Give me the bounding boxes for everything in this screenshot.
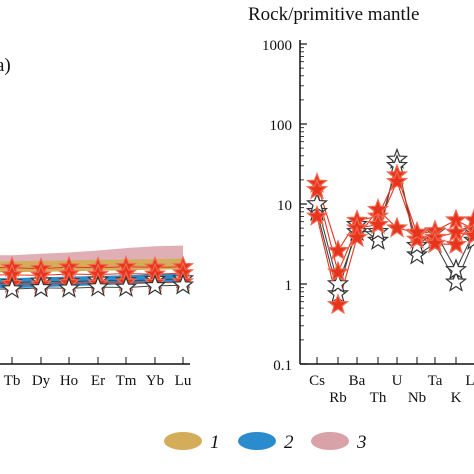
- x-tick-label: Rb: [329, 390, 347, 406]
- data-point: [366, 197, 390, 220]
- legend: 1 2 3: [164, 432, 367, 453]
- field-3: [0, 245, 183, 263]
- data-point: [462, 224, 474, 246]
- x-tick-label: Tb: [4, 373, 21, 389]
- y-tick-label: 1000: [262, 38, 292, 54]
- data-point: [385, 216, 409, 238]
- sample-series: [305, 147, 474, 315]
- chart-title: Rock/primitive mantle: [248, 4, 420, 25]
- data-point: [114, 275, 138, 297]
- ree-panel: a) Tb Dy Ho Er Tm Yb Lu: [0, 55, 195, 389]
- legend-label: 3: [356, 432, 367, 453]
- data-point: [366, 228, 390, 250]
- legend-label: 2: [284, 432, 294, 453]
- data-point: [405, 220, 429, 242]
- x-tick-label: U: [392, 373, 403, 389]
- data-point: [0, 277, 24, 299]
- data-point: [462, 208, 474, 230]
- data-point: [57, 276, 81, 298]
- data-point: [366, 220, 390, 242]
- data-point: [143, 274, 167, 296]
- data-point: [405, 243, 429, 265]
- y-tick-label: 0.1: [273, 358, 292, 374]
- legend-swatch: [164, 432, 202, 450]
- x-tick-label: Ta: [428, 373, 443, 389]
- x-tick-label: Ho: [60, 373, 78, 389]
- y-tick-label: 1: [285, 278, 293, 294]
- data-point: [444, 270, 468, 292]
- data-point: [405, 227, 429, 249]
- data-point: [444, 258, 468, 280]
- x-tick-label: Dy: [32, 373, 51, 389]
- x-tick-label: L: [465, 373, 474, 389]
- data-point: [423, 231, 447, 254]
- x-tick-label: Cs: [309, 373, 325, 389]
- y-ticks: 1000 100 10 1 0.1: [262, 38, 307, 374]
- data-point: [305, 204, 329, 226]
- data-point: [366, 213, 390, 235]
- data-point: [345, 225, 369, 248]
- data-point: [405, 234, 429, 256]
- data-point: [326, 272, 350, 294]
- data-point: [444, 233, 468, 255]
- data-point: [171, 273, 195, 295]
- x-tick-label: Tm: [116, 373, 137, 389]
- legend-label: 1: [210, 432, 220, 453]
- data-point: [326, 260, 350, 282]
- data-point: [29, 276, 53, 298]
- sample-series: [0, 255, 195, 299]
- data-point: [305, 178, 329, 200]
- panel-label: a): [0, 55, 11, 76]
- x-tick-label: K: [451, 390, 462, 406]
- x-tick-label: Yb: [146, 373, 164, 389]
- legend-swatch: [311, 432, 349, 450]
- x-tick-labels: Cs Ba U Ta L Rb Th Nb K: [309, 357, 474, 406]
- x-tick-label: Ba: [349, 373, 366, 389]
- x-tick-label: Th: [370, 390, 387, 406]
- x-tick-label: Er: [91, 373, 105, 389]
- x-tick-label: Lu: [175, 373, 192, 389]
- spider-panel: Rock/primitive mantle 1000 100 10 1 0.1 Cs Ba…: [248, 4, 474, 406]
- y-tick-label: 100: [270, 118, 293, 134]
- x-tick-label: Nb: [408, 390, 426, 406]
- data-point: [385, 170, 409, 192]
- y-tick-label: 10: [277, 198, 292, 214]
- data-point: [326, 293, 350, 315]
- data-point: [326, 239, 350, 261]
- legend-swatch: [238, 432, 276, 450]
- x-tick-labels: Tb Dy Ho Er Tm Yb Lu: [4, 357, 192, 389]
- data-point: [86, 275, 110, 297]
